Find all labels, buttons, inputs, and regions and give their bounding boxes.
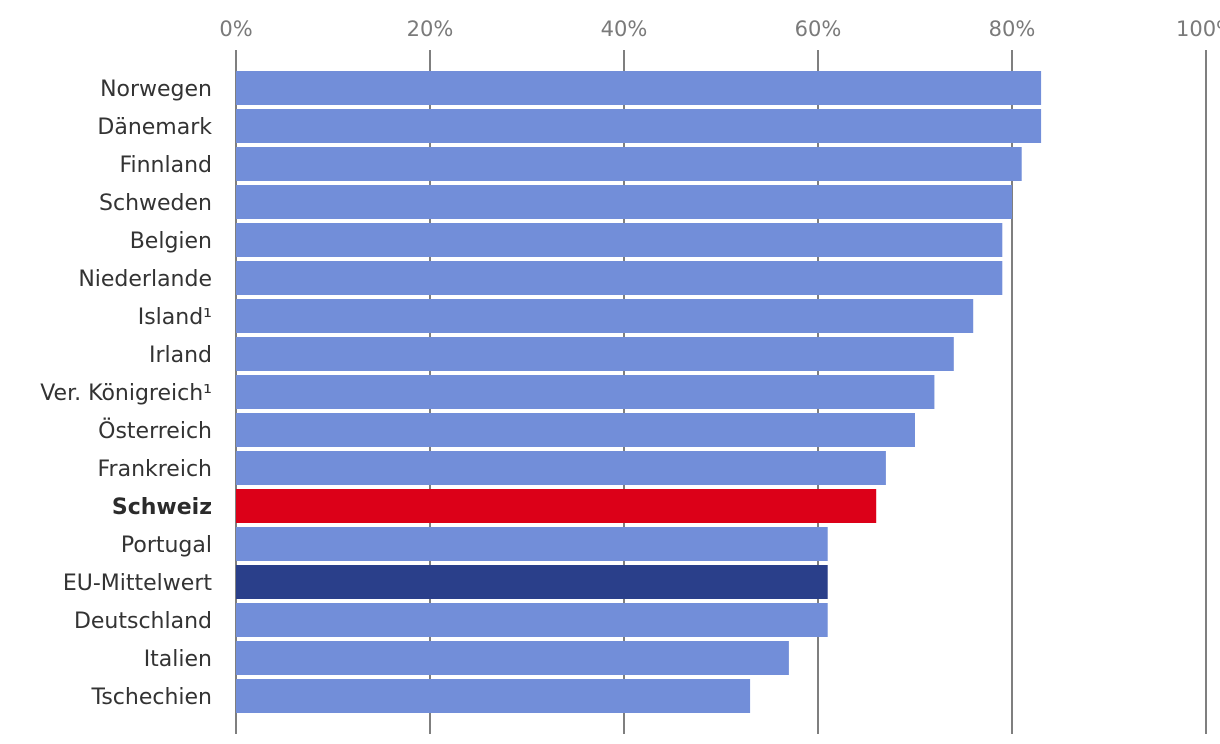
category-label: Belgien <box>130 229 212 254</box>
category-labels: Norwegen Dänemark Finnland Schweden Belgien N… <box>40 77 212 710</box>
x-tick-label: 20% <box>407 17 454 41</box>
category-label: Österreich <box>98 418 212 444</box>
category-label: Schweden <box>99 191 212 216</box>
bar <box>236 527 828 561</box>
bar <box>236 261 1003 295</box>
category-label: Island¹ <box>138 305 212 330</box>
bar <box>236 603 828 637</box>
bar <box>236 641 789 675</box>
bar <box>236 147 1022 181</box>
category-label: Ver. Königreich¹ <box>40 381 212 406</box>
bar <box>236 489 877 523</box>
bar <box>236 337 954 371</box>
x-tick-label: 80% <box>989 17 1036 41</box>
category-label: Portugal <box>121 533 212 558</box>
category-label: Irland <box>149 343 212 368</box>
category-label: Schweiz <box>112 495 212 520</box>
x-tick-label: 40% <box>601 17 648 41</box>
x-tick-label: 0% <box>219 17 252 41</box>
bars <box>236 71 1042 713</box>
bar <box>236 299 974 333</box>
category-label: Niederlande <box>78 267 212 292</box>
bar <box>236 565 828 599</box>
x-axis-ticks: 0% 20% 40% 60% 80% 100% <box>219 17 1220 41</box>
bar <box>236 679 751 713</box>
bar <box>236 451 886 485</box>
bar <box>236 71 1042 105</box>
category-label: Dänemark <box>97 115 212 140</box>
category-label: Tschechien <box>91 685 212 710</box>
category-label: Frankreich <box>97 457 212 482</box>
category-label: Finnland <box>119 153 212 178</box>
bar <box>236 185 1012 219</box>
category-label: EU-Mittelwert <box>63 571 213 596</box>
bar <box>236 375 935 409</box>
x-tick-label: 60% <box>795 17 842 41</box>
bar <box>236 413 915 447</box>
category-label: Norwegen <box>100 77 212 102</box>
bar <box>236 109 1042 143</box>
bar <box>236 223 1003 257</box>
category-label: Italien <box>144 647 212 672</box>
x-tick-label: 100% <box>1176 17 1220 41</box>
category-label: Deutschland <box>74 609 212 634</box>
